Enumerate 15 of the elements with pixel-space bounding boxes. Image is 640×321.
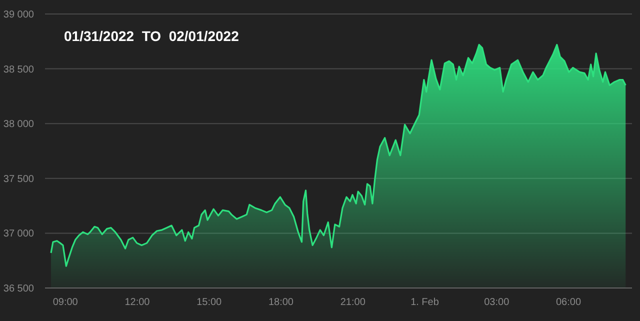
x-tick-label: 06:00	[556, 297, 582, 308]
y-tick-label: 37 000	[3, 228, 34, 240]
y-tick-label: 37 500	[3, 174, 34, 185]
x-tick-label: 15:00	[196, 297, 222, 308]
text: 01/31/2022 TO 02/01/2022	[64, 28, 240, 44]
x-tick-label: 1. Feb	[410, 297, 440, 308]
x-tick-label: 12:00	[124, 297, 150, 308]
y-tick-label: 38 500	[3, 64, 34, 76]
y-tick-label: 39 000	[3, 10, 34, 20]
x-tick-label: 09:00	[52, 297, 78, 308]
x-tick-label: 03:00	[484, 297, 510, 308]
x-tick-label: 18:00	[268, 297, 294, 308]
x-tick-label: 21:00	[340, 297, 366, 308]
y-tick-label: 36 500	[3, 284, 34, 294]
y-tick-label: 38 000	[3, 119, 34, 130]
